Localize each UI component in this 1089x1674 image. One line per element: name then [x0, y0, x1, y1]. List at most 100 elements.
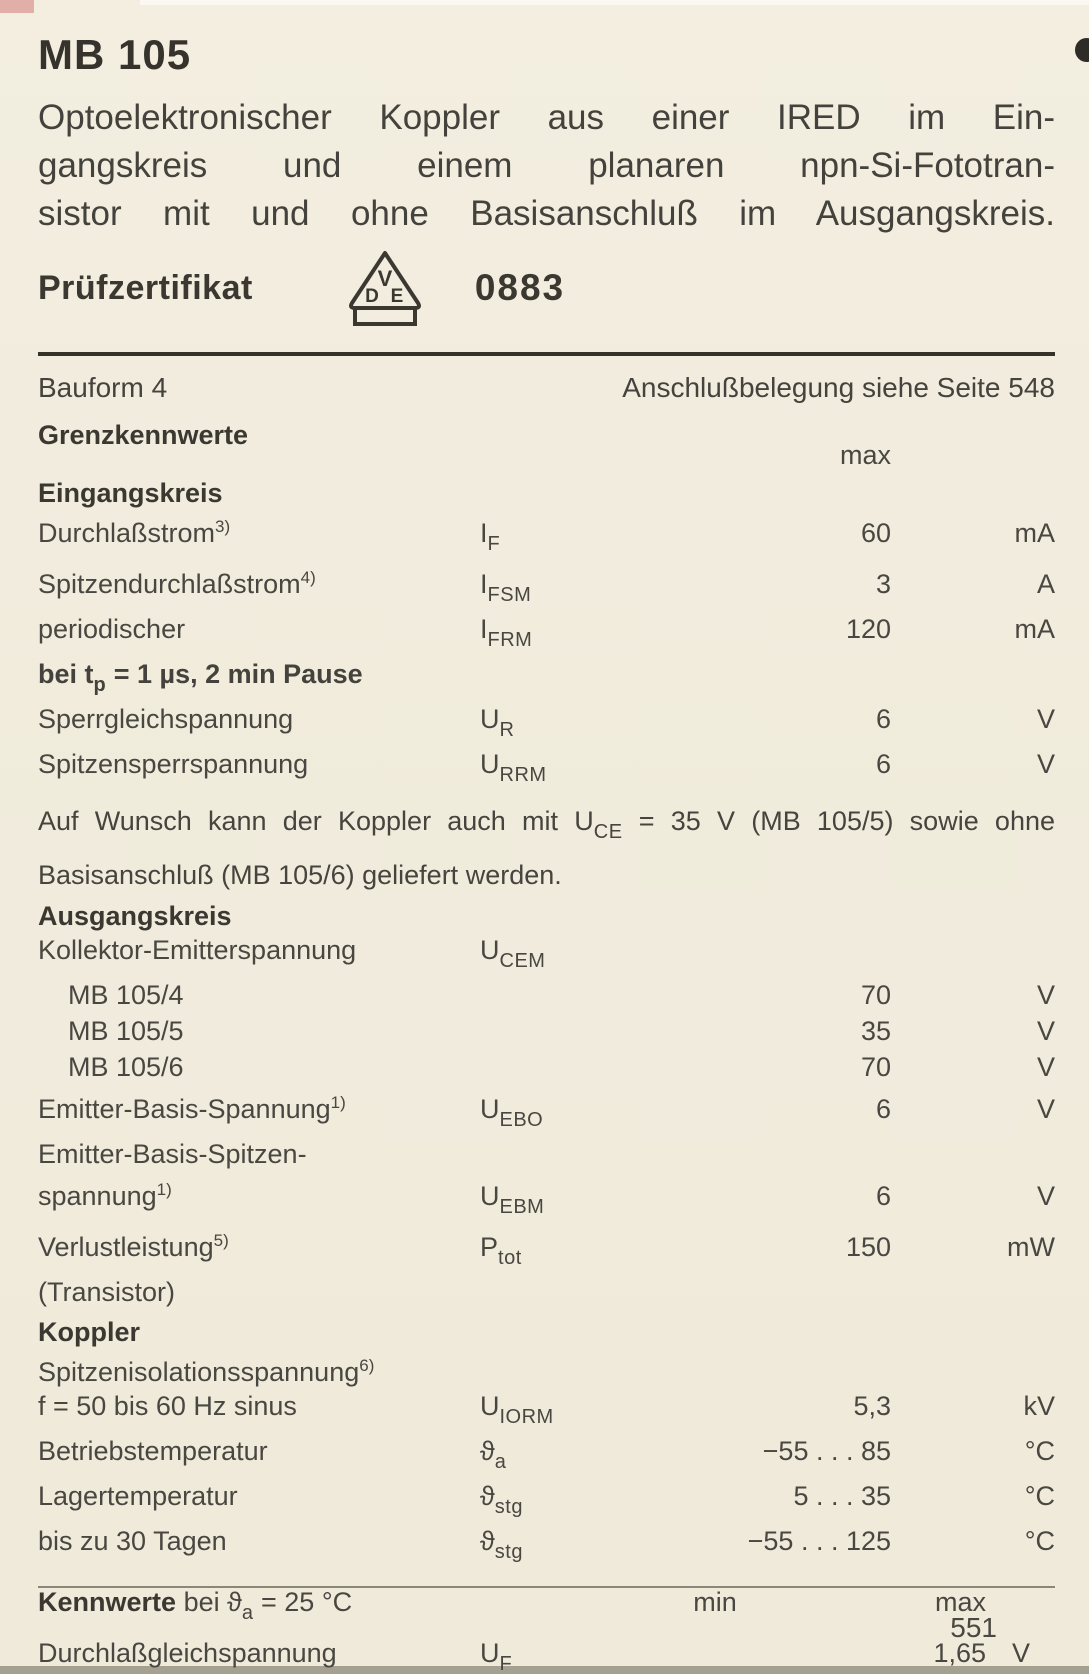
certificate-number: 0883 [474, 267, 566, 308]
row-symbol: UEBO [480, 1094, 544, 1131]
row-unit: V [1036, 1181, 1055, 1211]
row-value: 6 [875, 749, 891, 779]
symbol-subscript: FSM [487, 584, 532, 606]
vde-logo-icon: V D E [348, 251, 421, 326]
row-unit: mA [1014, 614, 1056, 644]
kennwerte-title: Kennwerte bei ϑa = 25 °C [38, 1587, 353, 1624]
max-column-header: max [839, 440, 891, 470]
footer-rule [38, 1586, 1055, 1588]
vde-letter-e: E [390, 286, 403, 307]
bullet-dot [1075, 38, 1089, 62]
row-value: 35 [860, 1016, 891, 1046]
row-unit: V [1036, 704, 1055, 734]
row-value: 5 . . . 35 [793, 1481, 891, 1511]
info-row: Bauform 4 Anschlußbelegung siehe Seite 5… [38, 372, 1055, 404]
row-symbol: UCEM [480, 935, 546, 972]
symbol-subscript: CE [593, 821, 623, 843]
description-line: sistor mit und ohne Basisanschluß im Aus… [38, 194, 1055, 233]
table-row-sperrgleichspannung: Sperrgleichspannung UR 6 V [38, 702, 1055, 747]
row-label: Spitzensperrspannung [38, 749, 309, 779]
description-line: gangskreis und einem planaren npn-Si-Fot… [38, 146, 1055, 185]
row-symbol: UIORM [480, 1391, 554, 1428]
row-label: Betriebstemperatur [38, 1436, 268, 1466]
row-value: 6 [875, 1181, 891, 1211]
symbol-subscript: p [93, 674, 107, 696]
min-column-header: min [693, 1587, 737, 1617]
table-row-durchlassstrom: Durchlaßstrom3) IF 60 mA [38, 510, 1055, 561]
certificate-label: Prüfzertifikat [38, 268, 253, 307]
row-unit: V [1036, 749, 1055, 779]
condition-note: bei tp = 1 µs, 2 min Pause [38, 659, 363, 696]
row-label: MB 105/4 [68, 980, 184, 1010]
row-unit: °C [1024, 1481, 1055, 1511]
row-max-value: 1,65 [933, 1638, 986, 1668]
table-row-spitzenisolationsspannung: Spitzenisolationsspannung6) [38, 1349, 1055, 1389]
row-label: Kollektor-Emitterspannung [38, 935, 357, 965]
scan-artifact-bottom-edge [0, 1666, 1089, 1674]
row-unit: °C [1024, 1526, 1055, 1556]
row-symbol: Ptot [480, 1232, 522, 1269]
table-row-mb105-5: MB 105/5 35 V [38, 1014, 1055, 1050]
row-label: MB 105/6 [68, 1052, 184, 1082]
row-unit: mW [1007, 1232, 1055, 1262]
vde-letter-d: D [365, 286, 379, 307]
row-label: f = 50 bis 60 Hz sinus [38, 1391, 297, 1421]
row-label: Emitter-Basis-Spannung1) [38, 1093, 346, 1124]
row-symbol: ϑstg [480, 1526, 523, 1563]
row-unit: kV [1023, 1391, 1055, 1421]
table-row-kollektor-emitterspannung: Kollektor-Emitterspannung UCEM [38, 933, 1055, 978]
table-row-lagertemperatur-30-tage: bis zu 30 Tagen ϑstg −55 . . . 125 °C [38, 1524, 1055, 1569]
symbol-subscript: F [487, 533, 501, 555]
row-label: Durchlaßstrom3) [38, 517, 231, 548]
row-label: bis zu 30 Tagen [38, 1526, 227, 1556]
row-value: 5,3 [853, 1391, 891, 1421]
row-label: Durchlaßgleichspannung [38, 1638, 337, 1668]
row-value: 150 [845, 1232, 891, 1262]
availability-note-line: Basisanschluß (MB 105/6) geliefert werde… [38, 860, 562, 890]
table-row-lagertemperatur: Lagertemperatur ϑstg 5 . . . 35 °C [38, 1479, 1055, 1524]
symbol-subscript: IORM [499, 1406, 554, 1428]
row-value: 120 [845, 614, 891, 644]
table-row-transistor: (Transistor) [38, 1275, 1055, 1311]
table-row-mb105-6: MB 105/6 70 V [38, 1050, 1055, 1086]
footnote-marker: 5) [213, 1231, 229, 1250]
section-grenzkennwerte-title: Grenzkennwerte [38, 420, 249, 450]
row-unit: A [1036, 569, 1055, 599]
section-ausgangskreis-title: Ausgangskreis [38, 901, 232, 931]
row-symbol: ϑa [480, 1436, 507, 1473]
section-koppler-title: Koppler [38, 1317, 141, 1347]
symbol-subscript: RRM [499, 764, 547, 786]
row-label: periodischer [38, 614, 186, 644]
symbol-subscript: CEM [499, 950, 546, 972]
row-value: 3 [875, 569, 891, 599]
row-symbol: UEBM [480, 1181, 545, 1218]
symbol-subscript: a [241, 1602, 254, 1624]
footnote-marker: 6) [359, 1356, 375, 1375]
symbol-subscript: stg [494, 1496, 523, 1518]
row-unit: V [1036, 1094, 1055, 1124]
vde-letter-v: V [377, 266, 392, 291]
row-label: Verlustleistung5) [38, 1231, 229, 1262]
footnote-marker: 1) [330, 1093, 346, 1112]
table-row-spitzensperrspannung: Spitzensperrspannung URRM 6 V [38, 747, 1055, 792]
table-row-durchlassgleichspannung: Durchlaßgleichspannung UF 1,65 V [38, 1636, 1055, 1674]
table-row-pulse-note: bei tp = 1 µs, 2 min Pause [38, 657, 1055, 702]
row-label: spannung1) [38, 1180, 172, 1211]
row-value: 70 [860, 980, 891, 1010]
row-symbol: UR [480, 704, 515, 741]
certificate-row: Prüfzertifikat V D E 0883 [38, 248, 1055, 328]
table-row-mb105-4: MB 105/4 70 V [38, 978, 1055, 1014]
row-label: Spitzenisolationsspannung6) [38, 1356, 375, 1387]
symbol-subscript: tot [498, 1247, 522, 1269]
section-kennwerte-header: Kennwerte bei ϑa = 25 °C min max [38, 1585, 1055, 1630]
divider-rule [38, 352, 1055, 356]
row-unit: °C [1024, 1436, 1055, 1466]
table-row-betriebstemperatur: Betriebstemperatur ϑa −55 . . . 85 °C [38, 1434, 1055, 1479]
row-label: Spitzendurchlaßstrom4) [38, 568, 316, 599]
symbol-subscript: R [499, 719, 515, 741]
scan-artifact-pink [0, 0, 34, 13]
row-unit: mA [1014, 518, 1056, 548]
symbol-subscript: F [499, 1653, 513, 1674]
description-line: Optoelektronischer Koppler aus einer IRE… [38, 98, 1055, 137]
row-value: −55 . . . 125 [747, 1526, 891, 1556]
